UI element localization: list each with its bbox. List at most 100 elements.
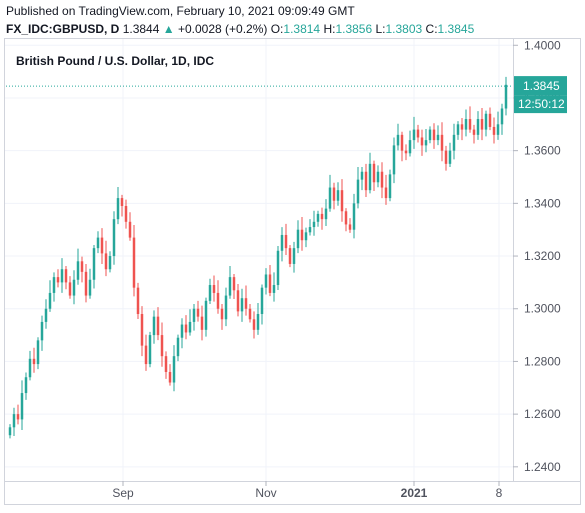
candle-body xyxy=(476,119,480,135)
candle-body xyxy=(156,316,160,336)
candle xyxy=(36,337,40,370)
high-label: H: xyxy=(323,22,336,36)
candle-body xyxy=(496,124,500,135)
candle xyxy=(484,110,488,137)
candle-body xyxy=(152,316,156,336)
close-label: C: xyxy=(425,22,438,36)
candle-body xyxy=(136,287,140,315)
candle xyxy=(496,111,500,140)
candle xyxy=(356,166,360,209)
candle-body xyxy=(200,316,204,330)
candle-body xyxy=(80,261,84,272)
candle xyxy=(116,187,120,225)
candle-body xyxy=(128,221,132,238)
candle xyxy=(40,315,44,351)
candle xyxy=(472,124,476,144)
candle xyxy=(280,227,284,262)
candle-body xyxy=(164,356,168,372)
candle xyxy=(428,126,432,144)
y-tick-label: 1.2800 xyxy=(524,354,561,368)
candle-body xyxy=(264,274,268,288)
candle-body xyxy=(16,414,20,420)
symbol-label: FX_IDC:GBPUSD, D xyxy=(6,22,120,36)
low-label: L: xyxy=(375,22,386,36)
candle xyxy=(408,130,412,157)
y-tick-label: 1.3000 xyxy=(524,302,561,316)
candle-body xyxy=(312,221,316,228)
candle xyxy=(52,272,56,302)
candle xyxy=(304,227,308,248)
candle xyxy=(176,334,180,362)
candle xyxy=(452,123,456,160)
candle-body xyxy=(40,321,44,341)
last-price: 1.3844 xyxy=(122,22,160,36)
candle-body xyxy=(72,279,76,296)
candle xyxy=(92,244,96,289)
candle xyxy=(108,251,112,273)
candle-body xyxy=(324,208,328,220)
y-tick-label: 1.2400 xyxy=(524,460,561,474)
candle xyxy=(308,219,312,236)
candle-body xyxy=(56,277,60,283)
candle-body xyxy=(24,377,28,394)
candle xyxy=(448,142,452,167)
candle-body xyxy=(12,414,16,428)
open-value: 1.3814 xyxy=(283,22,321,36)
candle-body xyxy=(272,285,276,293)
candle xyxy=(436,125,440,146)
candle xyxy=(372,160,376,191)
candle-body xyxy=(236,290,240,312)
candle-body xyxy=(8,427,12,436)
candle xyxy=(352,193,356,239)
candle xyxy=(104,240,108,277)
candle-body xyxy=(352,203,356,230)
candle xyxy=(340,179,344,222)
candle xyxy=(272,272,276,302)
candle xyxy=(460,117,464,141)
x-tick-label: 2021 xyxy=(401,486,428,500)
candle-body xyxy=(220,308,224,320)
candle-body xyxy=(468,119,472,130)
candle-body xyxy=(340,190,344,212)
candle xyxy=(424,129,428,153)
candle xyxy=(228,266,232,299)
candle xyxy=(60,258,64,293)
candle-body xyxy=(92,248,96,280)
y-tick-label: 1.3400 xyxy=(524,196,561,210)
candle xyxy=(44,299,48,329)
candle-body xyxy=(76,261,80,280)
candle-body xyxy=(404,150,408,154)
candle-body xyxy=(28,358,32,378)
candle-body xyxy=(256,314,260,330)
candle-body xyxy=(420,137,424,146)
candle xyxy=(400,131,404,162)
candle xyxy=(88,268,92,299)
candle-body xyxy=(332,187,336,201)
candle xyxy=(252,311,256,339)
candle xyxy=(32,347,36,373)
candle-body xyxy=(432,129,436,141)
candle-body xyxy=(456,124,460,135)
candle xyxy=(332,182,336,210)
candle xyxy=(156,307,160,341)
candle xyxy=(160,322,164,367)
candle-body xyxy=(124,205,128,222)
candle xyxy=(256,302,260,335)
y-tick-label: 1.3200 xyxy=(524,249,561,263)
candle-body xyxy=(504,84,508,109)
candle xyxy=(324,199,328,227)
countdown-tag xyxy=(514,95,567,114)
candle-body xyxy=(148,335,152,365)
change-indicator: ▲ xyxy=(162,22,175,36)
candle xyxy=(164,351,168,379)
candle-body xyxy=(344,211,348,225)
countdown-label: 12:50:12 xyxy=(518,97,565,111)
candle-body xyxy=(308,227,312,233)
candle-body xyxy=(392,145,396,175)
candle-body xyxy=(240,298,244,312)
candle xyxy=(260,284,264,325)
candle-body xyxy=(412,129,416,141)
candle-body xyxy=(440,134,444,151)
y-tick-label: 1.2600 xyxy=(524,407,561,421)
